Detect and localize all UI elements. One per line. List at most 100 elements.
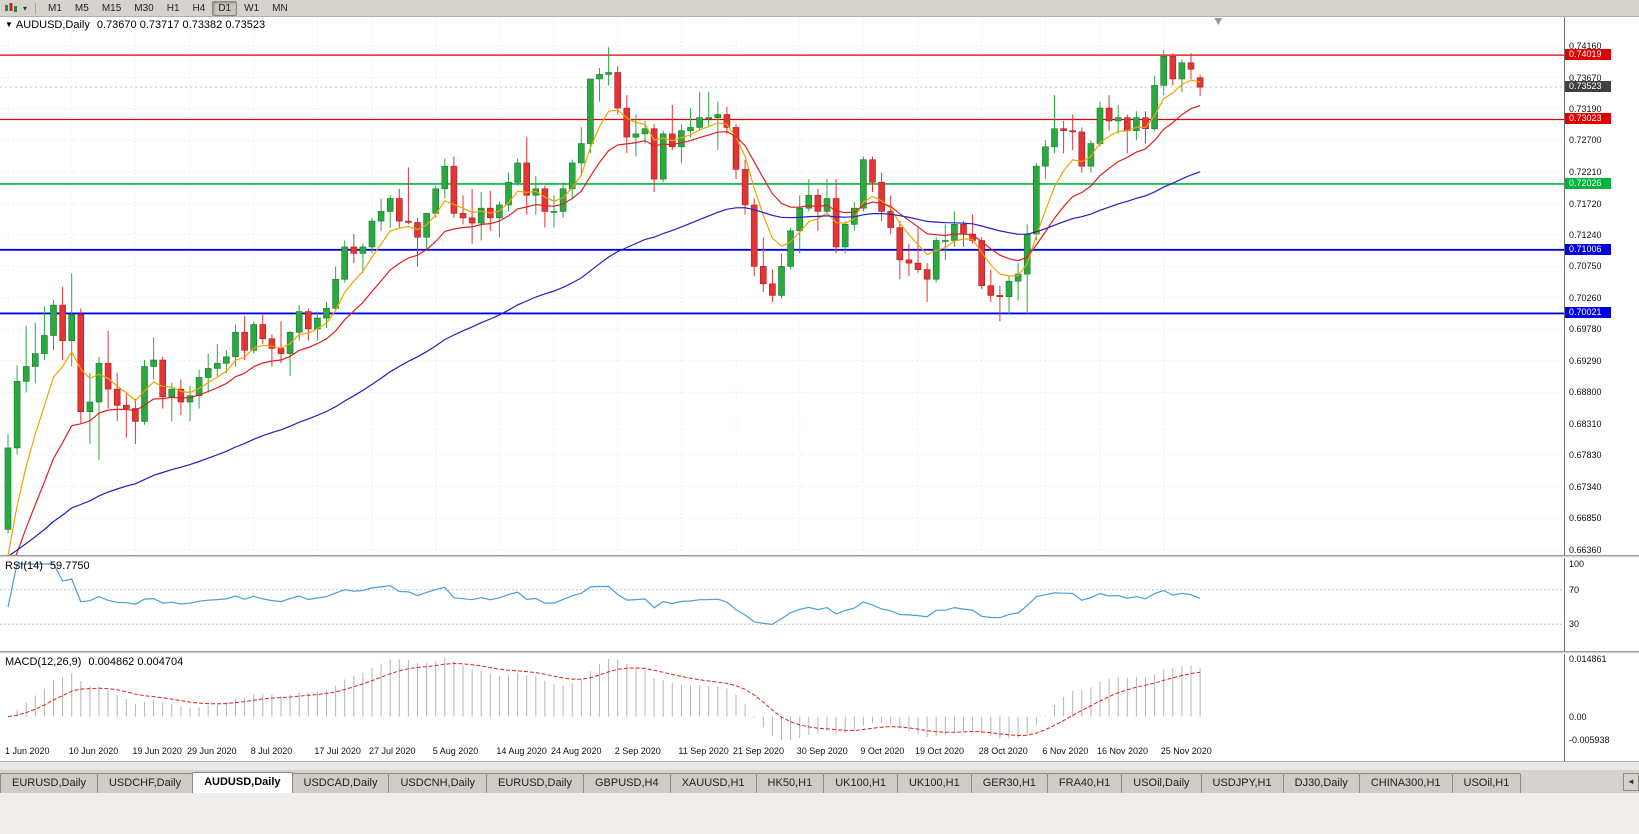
date-label: 6 Nov 2020 [1042,746,1089,756]
candle-body [232,331,239,358]
candle-body [632,133,640,138]
price-axis[interactable]: 0.74160 0.73670 0.73190 0.72700 0.72210 0.717… [1565,17,1638,555]
candle-body [350,246,358,254]
collapse-triangle-icon[interactable]: ▼ [5,20,13,29]
main-chart-canvas[interactable] [0,17,1565,555]
chart-tab-5[interactable]: EURUSD,Daily [486,773,584,793]
chart-tab-0[interactable]: EURUSD,Daily [0,773,98,793]
panel-splitter[interactable] [0,651,1639,654]
timeframe-button-d1[interactable]: D1 [212,0,238,16]
rsi-axis-label: 100 [1569,559,1585,569]
macd-axis[interactable]: 0.014861 0.00 -0.005938 [1565,654,1638,743]
chart-tab-11[interactable]: GER30,H1 [970,773,1048,793]
candle-body [468,217,476,224]
candle-body [277,348,285,354]
timeframe-button-m15[interactable]: M15 [101,2,122,14]
candle-body [77,314,85,413]
candle-body [687,127,694,131]
time-axis[interactable]: 1 Jun 2020 10 Jun 2020 19 Jun 2020 29 Jun 2… [0,743,1639,761]
timeframe-button-m1[interactable]: M1 [48,2,62,14]
chart-tabbar: EURUSD,Daily USDCHF,Daily AUDUSD,Daily USDC… [0,770,1639,793]
price-axis-label: 0.67830 [1569,450,1602,460]
candle-body [951,224,958,241]
candle-body [696,117,703,128]
candle-body [932,240,940,280]
price-marker: 0.71006 [1565,243,1611,255]
candle-body [386,198,394,212]
candle-body [860,159,867,209]
date-label: 11 Sep 2020 [678,746,729,756]
date-label: 14 Aug 2020 [496,746,547,756]
chart-tab-6[interactable]: GBPUSD,H4 [583,773,671,793]
timeframe-button-h1[interactable]: H1 [166,2,180,14]
main-panel: ▼ AUDUSD,Daily 0.73670 0.73717 0.73382 0.7… [0,17,1639,555]
candle-body [550,211,558,213]
timeframe-button-mn[interactable]: MN [272,2,288,14]
candle-body [1069,130,1076,133]
candle-body [568,162,576,190]
date-labels[interactable]: 1 Jun 2020 10 Jun 2020 19 Jun 2020 29 Jun 2… [0,743,1565,761]
panel-splitter[interactable] [0,555,1639,558]
timeframe-button-h4[interactable]: H4 [192,2,206,14]
candle-body [95,362,103,403]
rsi-line [7,563,1201,626]
macd-title: MACD(12,26,9) 0.004862 0.004704 [5,656,183,668]
candle-body [596,74,603,80]
macd-axis-label: 0.00 [1569,711,1587,722]
candle-body [1060,128,1067,131]
candle-body [650,128,658,180]
moving-average-line-slow [8,171,1201,555]
price-marker: 0.74019 [1565,49,1611,61]
date-label: 9 Oct 2020 [860,746,905,756]
macd-axis-label: -0.005938 [1569,735,1610,743]
moving-average-line-medium [15,105,1201,555]
candle-body [259,324,267,340]
candle-body [22,366,30,382]
candle-body [814,194,822,212]
candle-body [41,335,48,354]
chart-tab-13[interactable]: USOil,Daily [1121,773,1202,793]
timeframe-button-w1[interactable]: W1 [244,2,260,14]
candle-body [587,78,594,144]
tab-scroll-left-icon[interactable]: ◄ [1623,773,1639,791]
chart-tab-17[interactable]: USOil,H1 [1451,773,1522,793]
candle-body [778,266,785,296]
price-axis-label: 0.72210 [1569,167,1602,177]
rsi-plot[interactable]: RSI(14) 59.7750 [0,558,1565,651]
macd-plot[interactable]: MACD(12,26,9) 0.004862 0.004704 [0,654,1565,743]
chart-tab-3[interactable]: USDCAD,Daily [291,773,390,793]
price-axis-label: 0.66360 [1569,545,1602,555]
date-label: 29 Jun 2020 [187,746,237,756]
chart-tab-2[interactable]: AUDUSD,Daily [192,772,293,793]
rsi-label: RSI(14) [5,560,43,572]
date-label: 17 Jul 2020 [314,746,361,756]
candle-body [377,211,385,222]
chart-shift-marker[interactable] [1214,18,1223,25]
chart-tab-10[interactable]: UK100,H1 [896,773,972,793]
chart-tab-7[interactable]: XAUUSD,H1 [669,773,757,793]
candle-body [941,240,949,242]
chart-type-icon[interactable] [3,2,19,14]
chart-tab-1[interactable]: USDCHF,Daily [96,773,194,793]
chart-tab-16[interactable]: CHINA300,H1 [1358,773,1453,793]
chart-tab-14[interactable]: USDJPY,H1 [1200,773,1284,793]
chart-menu-caret-icon[interactable]: ▾ [23,3,28,13]
price-marker: 0.73023 [1565,113,1611,125]
chart-tab-9[interactable]: UK100,H1 [823,773,898,793]
chart-tab-15[interactable]: DJ30,Daily [1282,773,1360,793]
candle-body [1078,131,1086,167]
candle-body [177,388,185,403]
chart-tab-8[interactable]: HK50,H1 [755,773,825,793]
rsi-canvas[interactable] [0,558,1565,651]
rsi-axis[interactable]: 100 70 30 [1565,558,1638,651]
chart-tab-4[interactable]: USDCNH,Daily [388,773,488,793]
candle-body [1169,56,1177,80]
main-plot[interactable]: ▼ AUDUSD,Daily 0.73670 0.73717 0.73382 0.7… [0,17,1565,555]
candle-body [123,404,130,409]
macd-canvas[interactable] [0,654,1565,743]
timeframe-button-m30[interactable]: M30 [134,2,154,14]
chart-tab-12[interactable]: FRA40,H1 [1046,773,1123,793]
timeframe-button-m5[interactable]: M5 [74,2,89,14]
candle-body [59,304,66,341]
